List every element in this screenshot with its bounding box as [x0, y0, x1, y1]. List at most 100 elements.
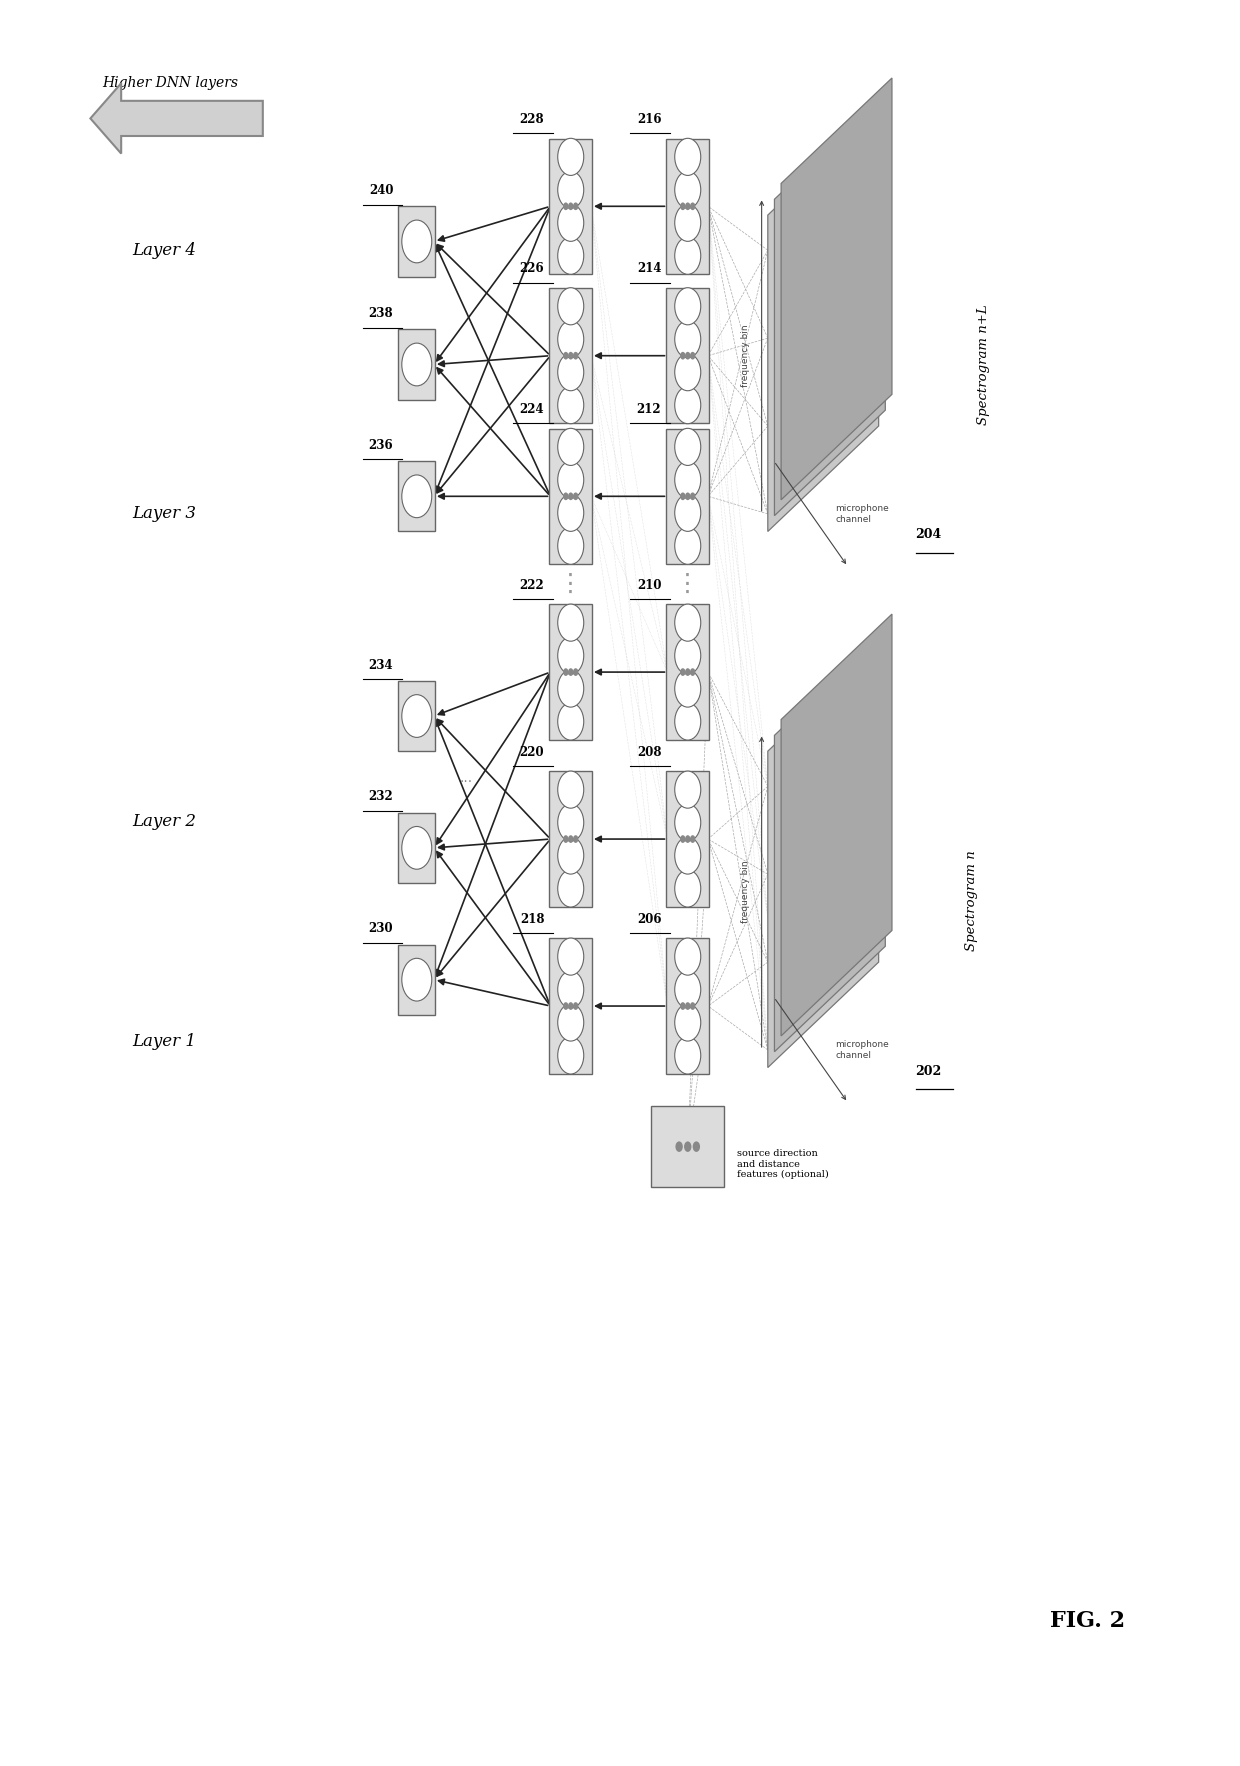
Circle shape: [558, 321, 584, 358]
Circle shape: [676, 1141, 683, 1151]
Circle shape: [684, 203, 691, 210]
Circle shape: [675, 528, 701, 565]
Circle shape: [563, 351, 568, 360]
Circle shape: [689, 668, 696, 676]
Polygon shape: [768, 646, 879, 1068]
Text: ⋮: ⋮: [558, 572, 583, 597]
FancyBboxPatch shape: [549, 288, 593, 424]
Circle shape: [684, 351, 691, 360]
Circle shape: [558, 971, 584, 1008]
Circle shape: [563, 493, 568, 500]
Circle shape: [675, 387, 701, 424]
Circle shape: [680, 493, 686, 500]
Text: 236: 236: [368, 438, 393, 452]
FancyBboxPatch shape: [398, 461, 435, 532]
Circle shape: [558, 461, 584, 498]
Circle shape: [573, 668, 578, 676]
Circle shape: [573, 203, 578, 210]
Circle shape: [675, 804, 701, 841]
Circle shape: [675, 971, 701, 1008]
Circle shape: [558, 938, 584, 975]
Circle shape: [402, 343, 432, 385]
Circle shape: [675, 494, 701, 532]
Circle shape: [563, 203, 568, 210]
Text: Higher DNN layers: Higher DNN layers: [103, 76, 238, 90]
Polygon shape: [775, 630, 885, 1053]
Circle shape: [680, 835, 686, 842]
Circle shape: [689, 493, 696, 500]
Text: 228: 228: [520, 113, 544, 125]
Circle shape: [558, 871, 584, 908]
FancyBboxPatch shape: [549, 772, 593, 906]
Circle shape: [558, 138, 584, 175]
FancyBboxPatch shape: [651, 1106, 724, 1187]
FancyBboxPatch shape: [398, 682, 435, 751]
Circle shape: [680, 351, 686, 360]
Circle shape: [402, 475, 432, 517]
Circle shape: [684, 1001, 691, 1010]
Circle shape: [689, 835, 696, 842]
Circle shape: [558, 494, 584, 532]
Circle shape: [558, 353, 584, 390]
Circle shape: [558, 237, 584, 274]
Text: 204: 204: [915, 528, 942, 542]
FancyBboxPatch shape: [666, 429, 709, 563]
Circle shape: [558, 1037, 584, 1074]
Circle shape: [675, 938, 701, 975]
Text: 202: 202: [915, 1065, 942, 1077]
Circle shape: [689, 351, 696, 360]
Circle shape: [675, 871, 701, 908]
Circle shape: [675, 461, 701, 498]
Circle shape: [558, 387, 584, 424]
Circle shape: [689, 1001, 696, 1010]
Circle shape: [675, 1003, 701, 1042]
Circle shape: [573, 1001, 578, 1010]
Circle shape: [675, 669, 701, 706]
Text: 230: 230: [368, 922, 393, 936]
Text: Layer 1: Layer 1: [133, 1033, 196, 1049]
Circle shape: [684, 835, 691, 842]
Text: source direction
and distance
features (optional): source direction and distance features (…: [737, 1150, 828, 1180]
Circle shape: [675, 237, 701, 274]
Text: frequency bin: frequency bin: [742, 325, 750, 387]
Text: 216: 216: [637, 113, 661, 125]
Circle shape: [573, 351, 578, 360]
Circle shape: [568, 1001, 573, 1010]
Circle shape: [558, 669, 584, 706]
Circle shape: [558, 171, 584, 208]
Text: 240: 240: [368, 184, 393, 198]
Circle shape: [402, 221, 432, 263]
Circle shape: [558, 804, 584, 841]
Circle shape: [675, 772, 701, 809]
Circle shape: [568, 493, 573, 500]
Circle shape: [684, 493, 691, 500]
FancyBboxPatch shape: [398, 945, 435, 1015]
Text: 220: 220: [520, 745, 544, 759]
Circle shape: [680, 1001, 686, 1010]
FancyBboxPatch shape: [666, 288, 709, 424]
FancyBboxPatch shape: [398, 207, 435, 277]
Text: 218: 218: [520, 913, 544, 925]
Circle shape: [684, 668, 691, 676]
Circle shape: [675, 1037, 701, 1074]
FancyBboxPatch shape: [549, 138, 593, 274]
Polygon shape: [768, 109, 879, 532]
Circle shape: [675, 353, 701, 390]
Circle shape: [675, 638, 701, 675]
Circle shape: [558, 837, 584, 874]
Circle shape: [563, 835, 568, 842]
Text: 224: 224: [520, 403, 544, 415]
Circle shape: [568, 835, 573, 842]
Circle shape: [675, 429, 701, 466]
Text: FIG. 2: FIG. 2: [1050, 1611, 1126, 1632]
Text: 212: 212: [636, 403, 661, 415]
Circle shape: [675, 321, 701, 358]
FancyArrow shape: [91, 83, 263, 154]
Circle shape: [558, 772, 584, 809]
Text: Layer 3: Layer 3: [133, 505, 196, 523]
Circle shape: [558, 288, 584, 325]
Text: frequency bin: frequency bin: [742, 860, 750, 924]
Circle shape: [558, 703, 584, 740]
Text: Spectrogram n: Spectrogram n: [965, 849, 977, 950]
Circle shape: [568, 351, 573, 360]
